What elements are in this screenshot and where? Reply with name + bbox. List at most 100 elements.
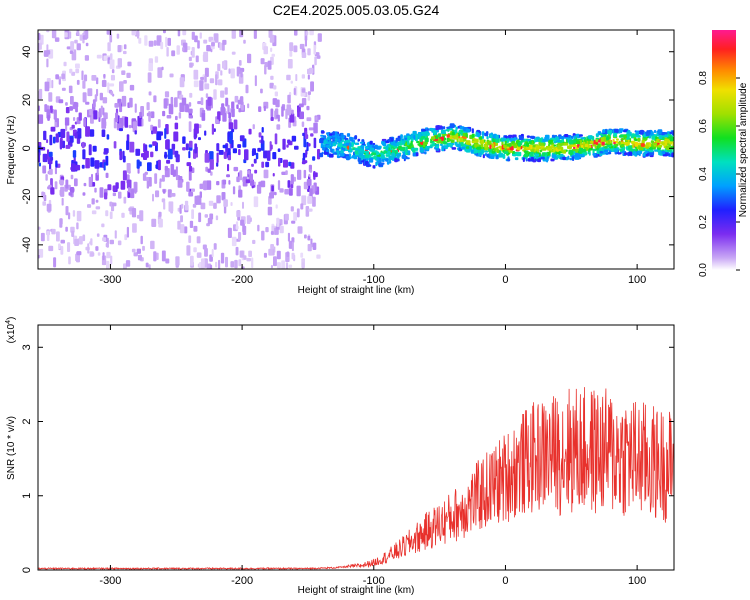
spectrogram-cell <box>168 103 174 115</box>
spectrogram-cell <box>489 144 492 150</box>
spectrogram-cell <box>328 153 334 158</box>
spectrogram-cell <box>313 172 318 178</box>
spectrogram-cell <box>230 202 233 206</box>
spectrogram-cell <box>223 151 227 159</box>
spectrogram-cell <box>268 248 273 256</box>
spectrogram-cell <box>39 42 42 50</box>
spectrogram-cell <box>555 136 559 141</box>
spectrogram-cell <box>68 212 71 220</box>
spectrogram-cell <box>507 158 511 162</box>
spectrogram-cell <box>204 67 209 77</box>
spectrogram-cell <box>105 243 109 248</box>
spectrogram-cell <box>96 233 100 237</box>
spectrogram-cell <box>413 135 416 140</box>
spectrogram-cell <box>109 211 113 219</box>
spectrogram-cell <box>388 151 391 156</box>
spectrogram-cell <box>346 133 351 137</box>
spectrogram-cell <box>451 131 455 136</box>
spectrogram-cell <box>115 112 119 123</box>
spectrogram-cell <box>285 108 288 120</box>
spectrogram-cell <box>160 41 164 50</box>
spectrogram-cell <box>602 129 606 133</box>
spectrogram-cell <box>363 150 367 153</box>
spectrogram-cell <box>463 136 467 139</box>
spectrogram-cell <box>145 262 149 268</box>
spectrogram-cell <box>654 149 658 152</box>
spectrogram-cell <box>301 161 306 165</box>
spectrogram-cell <box>472 140 477 143</box>
spectrogram-cell <box>291 220 296 224</box>
spectrogram-cell <box>164 165 168 171</box>
spectrogram-cell <box>312 242 317 250</box>
spectrogram-cell <box>634 141 638 147</box>
spectrogram-cell <box>490 155 495 159</box>
spectrogram-cell <box>387 147 390 150</box>
spectrogram-cell <box>83 118 87 127</box>
spectrogram-cell <box>198 212 202 223</box>
spectrogram-cell <box>541 148 547 151</box>
spectrogram-cell <box>576 140 580 145</box>
spectrogram-cell <box>71 230 75 237</box>
spectrogram-cell <box>251 163 254 167</box>
x-tick-label: 0 <box>502 575 508 587</box>
spectrogram-cell <box>60 239 65 244</box>
spectrogram-cell <box>110 91 114 96</box>
spectrogram-cell <box>277 180 281 190</box>
spectrogram-cell <box>306 117 312 122</box>
spectrogram-cell <box>573 135 576 140</box>
spectrogram-cell <box>211 123 214 135</box>
spectrogram-cell <box>105 172 109 178</box>
spectrogram-cell <box>201 112 206 121</box>
spectrogram-cell <box>291 241 294 252</box>
y-tick-label: 0 <box>21 567 33 573</box>
spectrogram-cell <box>137 30 140 39</box>
spectrogram-cell <box>460 142 464 147</box>
spectrogram-cell <box>215 261 218 268</box>
spectrogram-cell <box>144 35 148 46</box>
spectrogram-cell <box>68 192 73 196</box>
spectrogram-cell <box>342 143 347 146</box>
spectrogram-cell <box>628 145 633 150</box>
spectrogram-cell <box>194 123 199 134</box>
spectrogram-cell <box>130 188 135 199</box>
spectrogram-cell <box>623 135 627 139</box>
spectrogram-cell <box>553 148 556 153</box>
spectrogram-cell <box>364 146 369 149</box>
spectrogram-cell <box>301 74 305 79</box>
x-tick-label: 100 <box>628 575 646 587</box>
spectrogram-cell <box>426 128 430 131</box>
spectrogram-cell <box>334 152 338 155</box>
snr-y-label: SNR (10 * v/v) <box>6 416 17 480</box>
spectrogram-cell <box>239 170 243 181</box>
spectrogram-cell <box>148 111 151 122</box>
spectrogram-cell <box>620 138 623 141</box>
spectrogram-cell <box>209 151 214 162</box>
spectrogram-cell <box>551 143 555 149</box>
spectrogram-cell <box>585 143 588 148</box>
spectrogram-cell <box>337 135 340 139</box>
spectrogram-cell <box>76 43 81 51</box>
spectrogram-cell <box>186 162 192 167</box>
spectrogram-cell <box>451 135 455 138</box>
spectrogram-cell <box>276 217 280 227</box>
spectrogram-cell <box>231 236 237 247</box>
spectrogram-cell <box>182 147 186 151</box>
spectrogram-cell <box>188 151 191 159</box>
spectrogram-cell <box>124 234 128 241</box>
spectrogram-cell <box>400 148 404 151</box>
spectrogram-cell <box>575 152 580 158</box>
colorbar-tick-label: 0.6 <box>698 119 709 133</box>
spectrogram-cell <box>484 150 489 153</box>
spectrogram-cell <box>192 203 197 208</box>
spectrogram-cell <box>275 108 279 115</box>
spectrogram-cell <box>568 139 574 145</box>
spectrogram-cell <box>405 146 408 152</box>
spectrogram-cell <box>222 144 227 149</box>
spectrogram-cell <box>231 30 236 39</box>
spectrogram-cell <box>294 116 297 123</box>
spectrogram-cell <box>502 154 506 159</box>
spectrogram-cell <box>607 147 611 151</box>
spectrogram-cell <box>205 93 209 98</box>
spectrogram-cell <box>134 183 137 194</box>
spectrogram-cell <box>71 163 76 172</box>
